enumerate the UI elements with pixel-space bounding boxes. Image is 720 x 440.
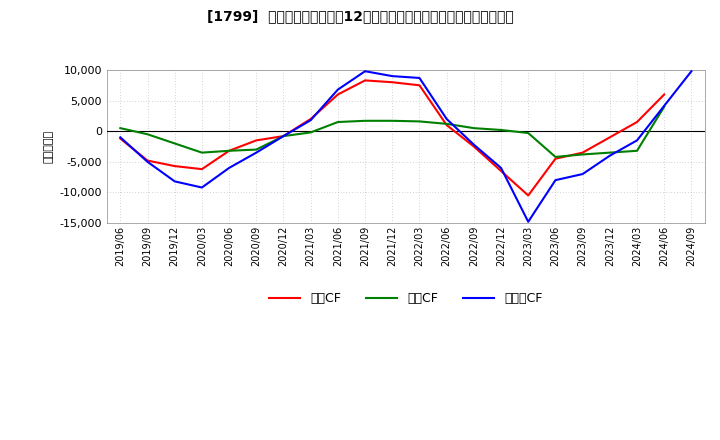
フリーCF [551,177,559,183]
投資CF [415,119,424,124]
営業CF [633,119,642,125]
フリーCF [225,165,233,171]
投資CF [633,148,642,154]
フリーCF [497,165,505,171]
投資CF [279,133,288,139]
営業CF [497,169,505,174]
投資CF [497,127,505,132]
営業CF [606,135,614,140]
投資CF [660,104,669,110]
フリーCF [143,159,152,165]
営業CF [225,148,233,154]
Line: 投資CF: 投資CF [120,107,665,157]
投資CF [306,130,315,135]
営業CF [361,78,369,83]
営業CF [197,166,206,172]
フリーCF [442,116,451,121]
営業CF [469,144,478,149]
Text: [1799]  キャッシュフローの12か月移動合計の対前年同期増減額の推移: [1799] キャッシュフローの12か月移動合計の対前年同期増減額の推移 [207,9,513,23]
営業CF [306,116,315,121]
フリーCF [388,73,397,79]
営業CF [252,138,261,143]
投資CF [578,152,587,157]
Legend: 営業CF, 投資CF, フリーCF: 営業CF, 投資CF, フリーCF [264,287,548,310]
フリーCF [361,69,369,74]
フリーCF [415,75,424,81]
営業CF [578,150,587,155]
営業CF [415,83,424,88]
フリーCF [116,135,125,140]
フリーCF [279,133,288,139]
営業CF [660,92,669,97]
Line: 営業CF: 営業CF [120,81,665,195]
フリーCF [171,179,179,184]
営業CF [279,133,288,139]
営業CF [333,92,342,97]
投資CF [361,118,369,124]
投資CF [524,130,533,136]
フリーCF [306,117,315,123]
フリーCF [578,172,587,177]
フリーCF [197,185,206,190]
フリーCF [606,153,614,158]
投資CF [333,119,342,125]
営業CF [524,193,533,198]
投資CF [143,132,152,137]
営業CF [551,156,559,161]
営業CF [171,163,179,169]
Line: フリーCF: フリーCF [120,71,691,222]
フリーCF [469,142,478,147]
フリーCF [633,138,642,143]
フリーCF [252,150,261,155]
営業CF [388,80,397,85]
フリーCF [333,87,342,92]
Y-axis label: （百万円）: （百万円） [44,130,54,163]
投資CF [252,147,261,152]
投資CF [606,150,614,155]
営業CF [442,122,451,128]
投資CF [442,121,451,126]
営業CF [143,158,152,163]
フリーCF [524,219,533,224]
投資CF [388,118,397,124]
投資CF [116,125,125,131]
投資CF [171,141,179,146]
投資CF [225,148,233,154]
フリーCF [687,69,696,74]
投資CF [551,154,559,160]
営業CF [116,136,125,141]
投資CF [197,150,206,155]
投資CF [469,125,478,131]
